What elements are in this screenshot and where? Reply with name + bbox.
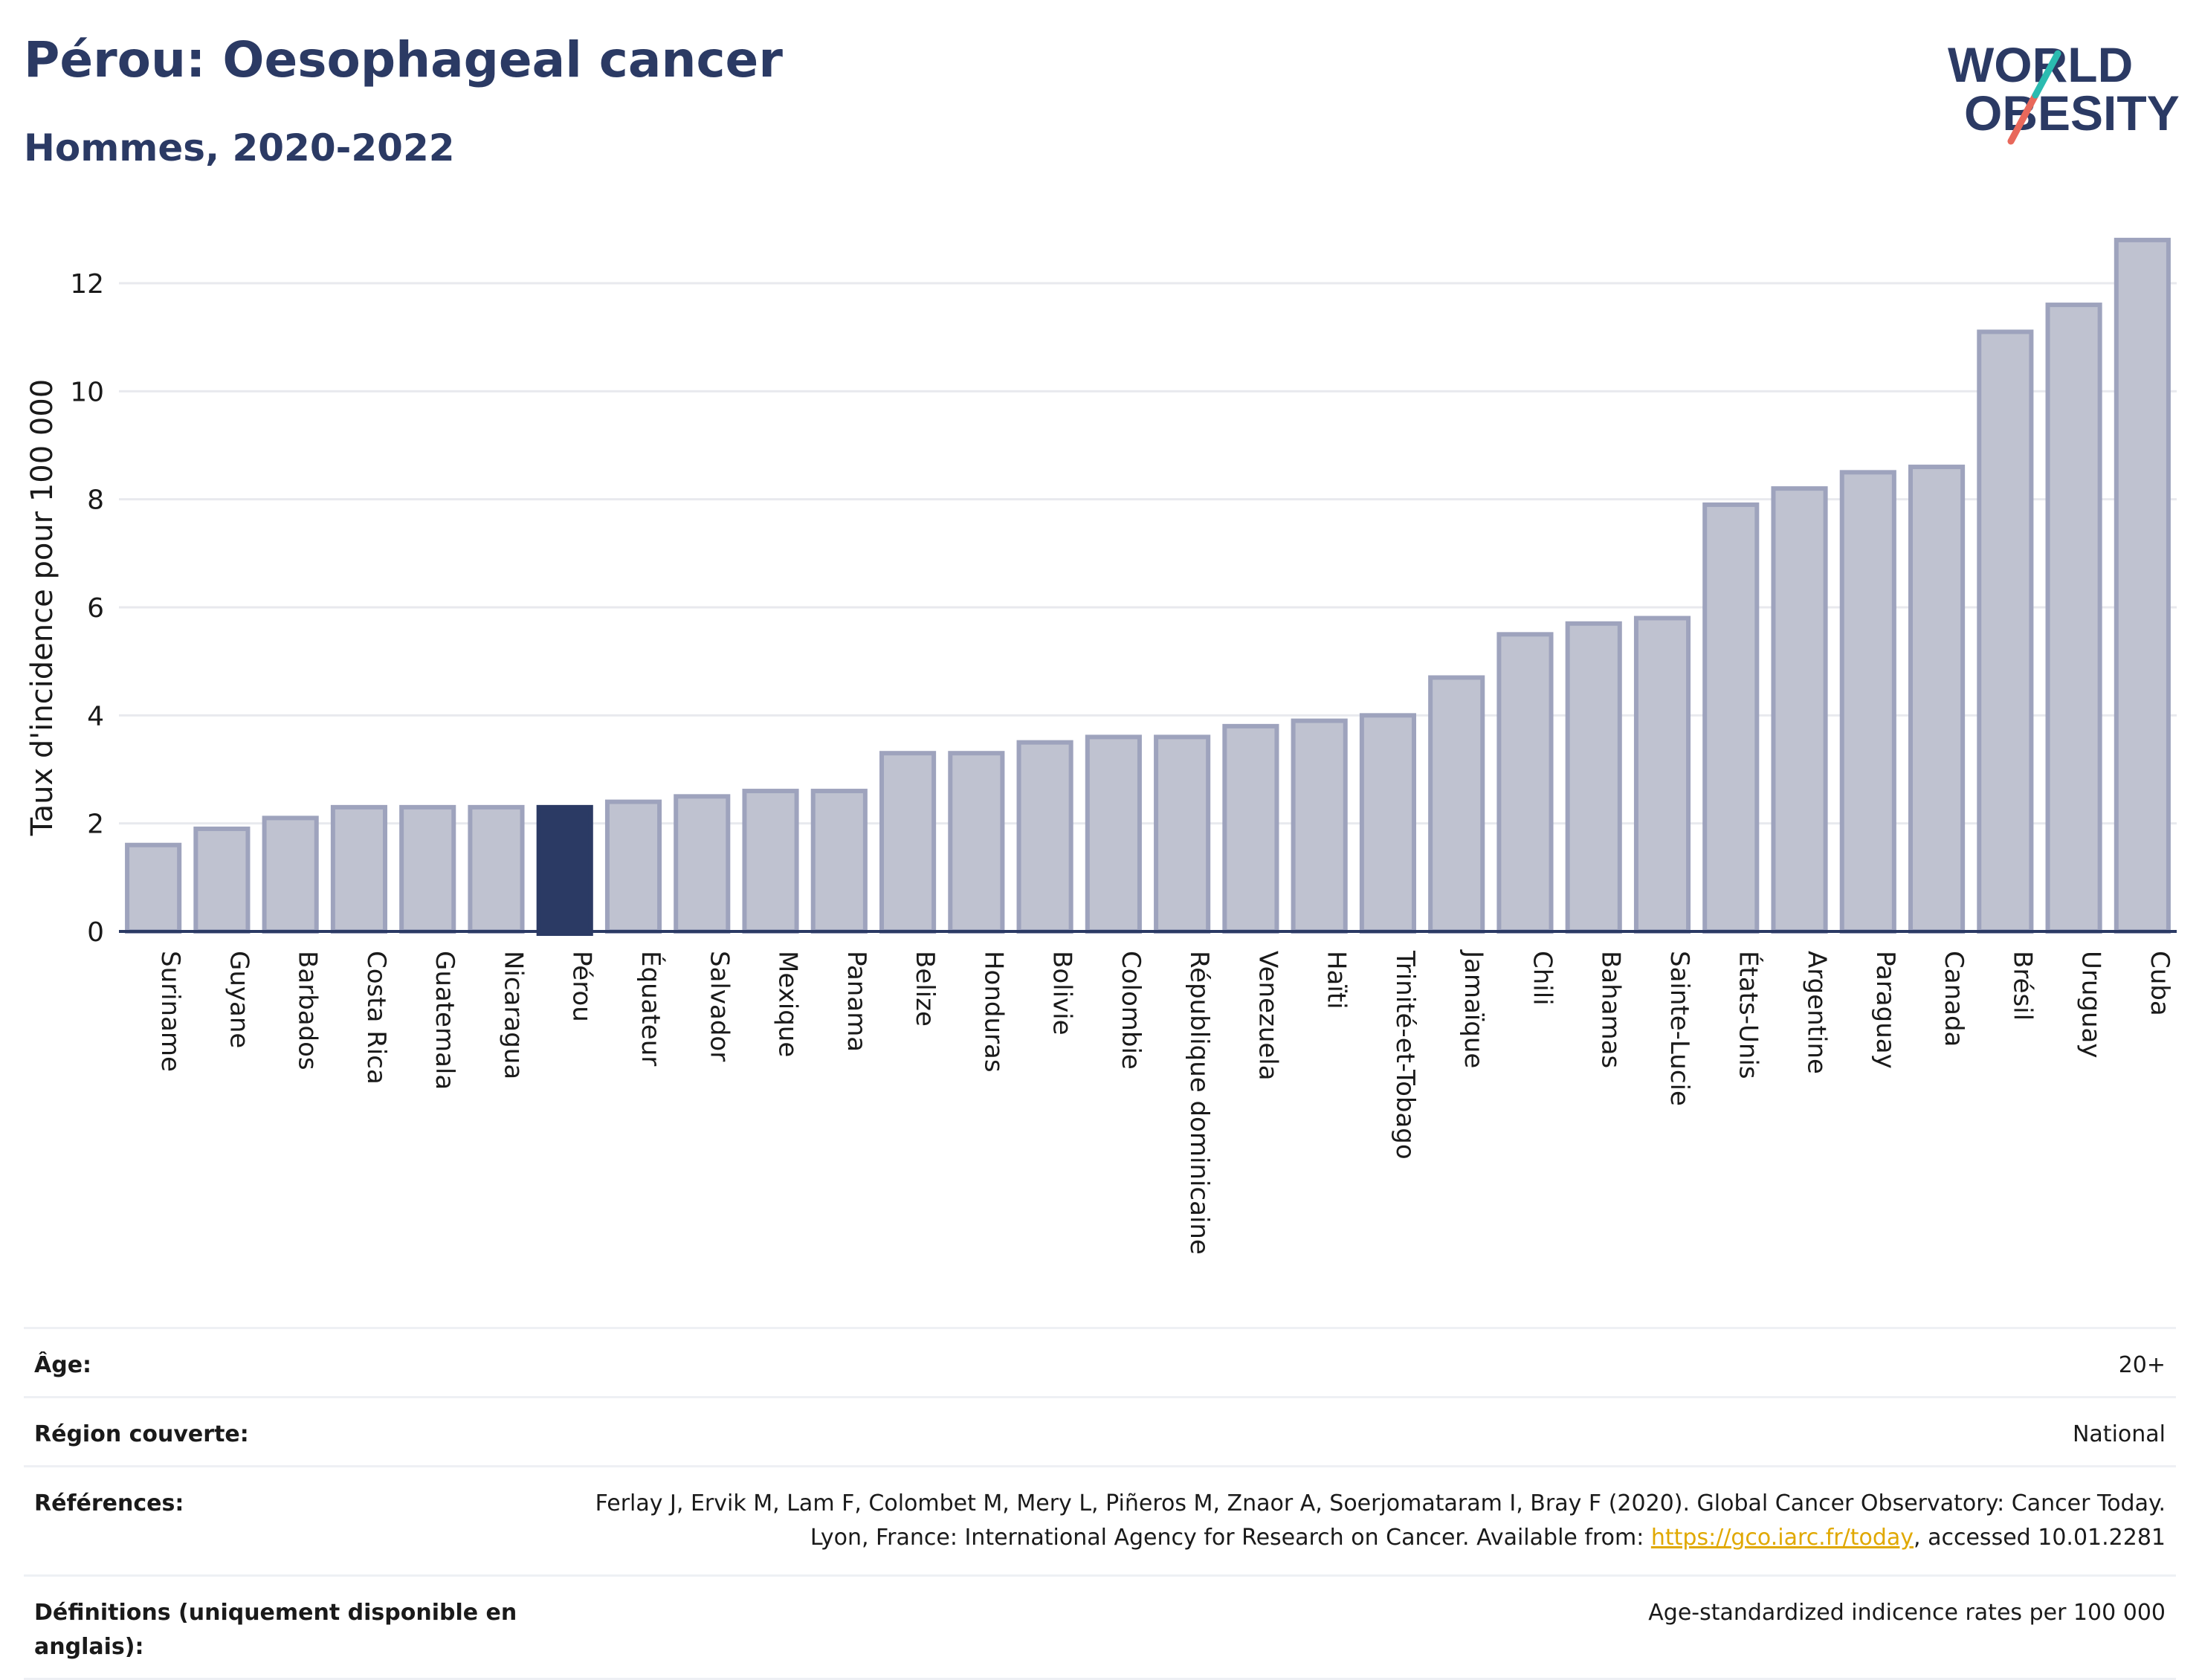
world-obesity-logo: WORLD OBESITY bbox=[1948, 37, 2180, 145]
bar bbox=[948, 751, 1005, 934]
x-tick-label: Mexique bbox=[773, 951, 803, 1057]
x-tick-label: Nicaragua bbox=[498, 951, 528, 1079]
x-tick-label: Panama bbox=[842, 951, 871, 1052]
x-tick-label: Barbados bbox=[293, 951, 323, 1070]
bar bbox=[742, 789, 799, 934]
bar bbox=[1154, 734, 1211, 934]
y-tick-label: 4 bbox=[87, 701, 104, 731]
y-tick-label: 12 bbox=[70, 269, 104, 300]
x-tick-label: Honduras bbox=[978, 951, 1008, 1073]
info-row-definitions: Définitions (uniquement disponible en an… bbox=[24, 1574, 2176, 1680]
bar bbox=[468, 804, 525, 934]
definitions-label: Définitions (uniquement disponible en an… bbox=[34, 1600, 517, 1660]
x-tick-label: République dominicaine bbox=[1184, 951, 1214, 1255]
bar bbox=[1908, 465, 1966, 934]
x-tick-label: Paraguay bbox=[1870, 951, 1900, 1069]
references-link[interactable]: https://gco.iarc.fr/today bbox=[1650, 1525, 1914, 1551]
logo-line2: OBESITY bbox=[1964, 85, 2180, 140]
bar bbox=[1565, 621, 1622, 934]
bar bbox=[262, 815, 319, 934]
x-tick-label: Colombie bbox=[1116, 951, 1146, 1070]
x-tick-label: Brésil bbox=[2007, 951, 2037, 1021]
bar-chart: 0 2 4 6 8 10 12 Suriname Guyane Barbados Costa Ric… bbox=[25, 237, 2177, 1255]
info-row-references: Références: Ferlay J, Ervik M, Lam F, Co… bbox=[24, 1465, 2176, 1574]
references-accessed: , accessed 10.01.2281 bbox=[1914, 1525, 2166, 1551]
bar bbox=[193, 826, 251, 934]
x-tick-label: Bolivie bbox=[1047, 951, 1077, 1036]
age-label: Âge: bbox=[34, 1352, 92, 1378]
bar bbox=[2045, 303, 2102, 934]
bar bbox=[810, 789, 868, 934]
logo-slash-teal bbox=[2032, 50, 2061, 99]
bar bbox=[330, 804, 387, 934]
references-value: Ferlay J, Ervik M, Lam F, Colombet M, Me… bbox=[567, 1487, 2166, 1555]
x-tick-label: Venezuela bbox=[1253, 951, 1282, 1081]
x-tick-label: Suriname bbox=[155, 951, 185, 1072]
bar bbox=[2114, 237, 2171, 934]
bar bbox=[1291, 718, 1348, 934]
y-tick-label: 6 bbox=[87, 593, 104, 624]
region-value: National bbox=[2072, 1421, 2166, 1447]
x-tick-label: Jamaïque bbox=[1459, 949, 1488, 1068]
bar bbox=[1222, 723, 1279, 934]
x-tick-label: Cuba bbox=[2145, 951, 2174, 1016]
bar bbox=[1839, 470, 1896, 934]
x-tick-label: Belize bbox=[910, 951, 940, 1027]
x-tick-label: États-Unis bbox=[1733, 951, 1763, 1079]
x-tick-label: Uruguay bbox=[2076, 951, 2106, 1059]
y-tick-label: 0 bbox=[87, 917, 104, 948]
bar bbox=[536, 804, 593, 937]
bar bbox=[674, 794, 731, 934]
logo-slash-red bbox=[2007, 91, 2039, 145]
bar bbox=[1016, 740, 1073, 934]
x-tick-label: Équateur bbox=[636, 951, 666, 1066]
y-axis-label: Taux d'incidence pour 100 000 bbox=[25, 379, 59, 836]
x-tick-label: Argentine bbox=[1802, 951, 1832, 1074]
bar bbox=[1359, 713, 1416, 934]
y-tick-label: 8 bbox=[87, 485, 104, 516]
info-table: Âge: 20+ Région couverte: National Référ… bbox=[24, 1327, 2176, 1680]
age-value: 20+ bbox=[2118, 1352, 2166, 1378]
x-tick-label: Pérou bbox=[567, 951, 597, 1022]
chart-subtitle: Hommes, 2020-2022 bbox=[24, 126, 455, 169]
info-row-age: Âge: 20+ bbox=[24, 1327, 2176, 1396]
references-label: Références: bbox=[34, 1490, 184, 1516]
bar bbox=[604, 799, 662, 934]
x-tick-label: Bahamas bbox=[1596, 951, 1626, 1068]
references-text: Ferlay J, Ervik M, Lam F, Colombet M, Me… bbox=[595, 1490, 2166, 1551]
definitions-value: Age-standardized indicence rates per 100… bbox=[1648, 1600, 2166, 1626]
x-tick-label: Salvador bbox=[704, 951, 734, 1062]
bar bbox=[1085, 734, 1142, 934]
x-tick-label: Costa Rica bbox=[361, 951, 391, 1085]
x-tick-label: Sainte-Lucie bbox=[1664, 951, 1694, 1106]
bar bbox=[1496, 632, 1554, 934]
bar bbox=[1771, 486, 1828, 934]
bar bbox=[399, 804, 456, 934]
bar bbox=[879, 751, 937, 934]
bar bbox=[1428, 675, 1485, 934]
x-tick-label: Chili bbox=[1527, 951, 1557, 1006]
bar bbox=[1977, 329, 2034, 934]
x-tick-label: Haïti bbox=[1322, 951, 1352, 1009]
bar bbox=[1633, 616, 1691, 934]
x-tick-label: Guyane bbox=[224, 951, 254, 1048]
y-tick-label: 2 bbox=[87, 810, 104, 840]
info-row-region: Région couverte: National bbox=[24, 1396, 2176, 1465]
x-tick-label: Trinité-et-Tobago bbox=[1390, 950, 1420, 1160]
region-label: Région couverte: bbox=[34, 1421, 249, 1447]
bar bbox=[125, 842, 182, 934]
y-tick-label: 10 bbox=[70, 377, 104, 407]
x-tick-label: Guatemala bbox=[430, 951, 459, 1090]
chart-title: Pérou: Oesophageal cancer bbox=[24, 31, 783, 88]
bar bbox=[1702, 502, 1760, 934]
x-tick-label: Canada bbox=[1939, 951, 1969, 1047]
